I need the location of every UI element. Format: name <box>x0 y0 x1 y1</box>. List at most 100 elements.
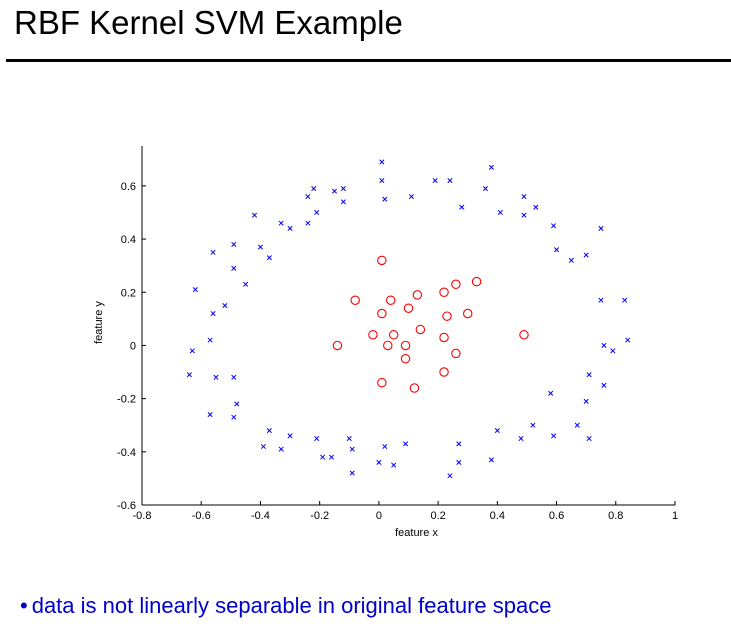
x-tick-label: -0.4 <box>251 510 270 522</box>
data-points <box>186 159 631 479</box>
data-point-o <box>400 353 411 364</box>
data-point-o <box>451 279 461 290</box>
data-point-x <box>192 287 198 293</box>
data-point-x <box>494 427 500 434</box>
data-point-x <box>554 247 560 253</box>
data-point-x <box>382 443 388 450</box>
data-point-o <box>519 330 529 340</box>
data-point-x <box>314 435 320 442</box>
axes <box>141 146 675 506</box>
data-point-x <box>287 433 293 439</box>
x-tick-label: 0 <box>376 510 382 522</box>
x-tick-label: -0.6 <box>192 510 211 522</box>
data-point-x <box>207 337 213 343</box>
x-tick-label: -0.2 <box>310 510 329 522</box>
data-point-x <box>376 459 382 466</box>
data-point-x <box>518 435 524 442</box>
data-point-x <box>243 281 249 287</box>
data-point-x <box>551 433 557 439</box>
data-point-x <box>459 204 465 210</box>
slide-title: RBF Kernel SVM Example <box>14 4 403 41</box>
data-point-x <box>408 193 415 200</box>
data-point-x <box>521 193 527 200</box>
data-point-o <box>439 332 449 343</box>
data-point-x <box>625 337 631 343</box>
bullet-item: • data is not linearly separable in origi… <box>20 593 551 619</box>
data-point-o <box>377 308 387 319</box>
data-point-o <box>377 377 387 388</box>
data-point-x <box>314 209 320 216</box>
data-point-x <box>257 244 263 250</box>
data-point-x <box>210 249 216 255</box>
data-point-x <box>598 297 604 303</box>
data-point-o <box>439 367 449 377</box>
data-point-x <box>331 188 338 194</box>
data-point-x <box>266 255 272 261</box>
x-tick-label: -0.8 <box>133 510 152 522</box>
y-tick-label: 0.6 <box>121 181 136 193</box>
data-point-x <box>251 212 258 218</box>
data-point-o <box>471 276 482 287</box>
data-point-x <box>207 412 213 418</box>
data-point-x <box>432 178 438 184</box>
data-point-o <box>462 308 473 319</box>
data-point-o <box>451 348 461 359</box>
data-point-x <box>320 454 326 460</box>
x-tick-label: 0.8 <box>608 510 623 522</box>
bullet-dot: • <box>20 593 28 618</box>
data-point-x <box>189 348 195 354</box>
data-point-x <box>379 159 385 165</box>
data-point-x <box>222 303 228 309</box>
data-point-o <box>385 295 396 305</box>
data-point-x <box>311 185 317 192</box>
axis-ticks: -0.8 -0.6 -0.4 -0.2 0 0.2 0.4 0.6 0.8 1-0.6-0.4-0… <box>117 181 678 522</box>
data-point-x <box>349 470 355 476</box>
data-point-x <box>447 473 453 479</box>
data-point-x <box>551 223 557 229</box>
data-point-o <box>439 287 449 298</box>
data-point-x <box>574 422 580 428</box>
data-point-x <box>447 178 453 184</box>
data-point-x <box>586 435 592 442</box>
bullet-text: data is not linearly separable in origin… <box>31 593 552 618</box>
data-point-x <box>568 257 574 263</box>
data-point-o <box>350 295 360 305</box>
y-tick-label: 0.4 <box>121 234 136 246</box>
data-point-x <box>548 390 554 396</box>
data-point-o <box>409 383 420 393</box>
data-point-o <box>400 340 411 351</box>
data-point-x <box>533 204 539 210</box>
data-point-x <box>456 459 462 466</box>
data-point-x <box>583 398 589 404</box>
data-point-x <box>586 372 592 378</box>
y-tick-label: 0.2 <box>121 287 136 299</box>
data-point-x <box>213 374 219 380</box>
data-point-x <box>260 443 266 450</box>
x-tick-label: 0.6 <box>549 510 564 522</box>
data-point-x <box>382 196 388 202</box>
x-tick-label: 0.2 <box>430 510 445 522</box>
data-point-x <box>488 164 494 170</box>
data-point-x <box>622 297 628 303</box>
data-point-o <box>415 324 426 335</box>
data-point-o <box>412 290 423 300</box>
data-point-x <box>231 414 237 420</box>
data-point-x <box>349 446 355 452</box>
y-tick-label: -0.6 <box>117 500 136 512</box>
y-tick-label: -0.2 <box>117 394 136 406</box>
data-point-x <box>231 241 237 247</box>
title-underline <box>6 59 731 62</box>
x-axis-label: feature x <box>395 527 438 539</box>
data-point-x <box>598 225 604 231</box>
data-point-x <box>287 225 293 231</box>
x-tick-label: 0.4 <box>490 510 505 522</box>
data-point-x <box>601 342 607 348</box>
data-point-o <box>388 330 399 340</box>
data-point-x <box>340 185 346 192</box>
data-point-x <box>305 193 311 200</box>
data-point-x <box>346 435 352 442</box>
data-point-x <box>456 441 462 447</box>
data-point-x <box>340 199 346 205</box>
y-tick-label: 0 <box>130 340 136 352</box>
